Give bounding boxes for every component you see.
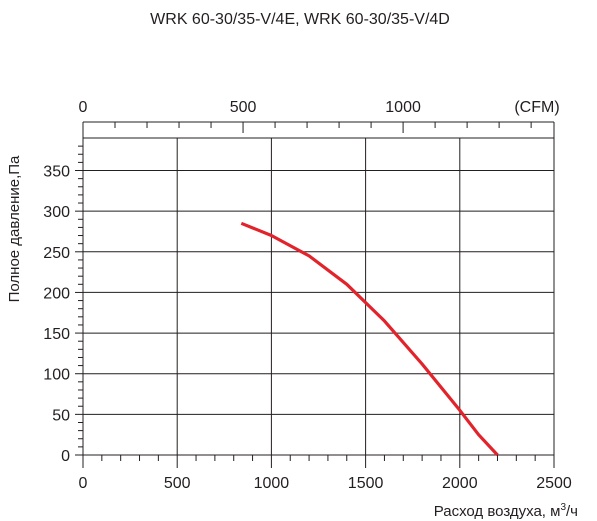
y-tick-label: 50 (52, 407, 70, 424)
cfm-unit-label: (CFM) (514, 99, 559, 116)
series-line (240, 221, 499, 457)
cfm-tick-label: 500 (230, 99, 257, 116)
x-tick-label: 500 (164, 475, 191, 492)
x-axis-title-tail: /ч (566, 503, 578, 520)
y-tick-label: 100 (43, 367, 70, 384)
chart-title: WRK 60-30/35-V/4E, WRK 60-30/35-V/4D (150, 11, 450, 28)
cfm-tick-label: 0 (79, 99, 88, 116)
y-tick-label: 250 (43, 245, 70, 262)
y-tick-label: 200 (43, 285, 70, 302)
y-tick-label: 150 (43, 326, 70, 343)
x-tick-label: 1500 (348, 475, 384, 492)
x-axis-title-main: Расход воздуха, м (434, 503, 561, 520)
y-axis-title: Полное давление,Па (6, 155, 23, 302)
y-tick-label: 300 (43, 204, 70, 221)
cfm-tick-label: 1000 (385, 99, 421, 116)
y-axis: 0 50 100 150 200 250 300 350 (43, 164, 83, 465)
x-tick-label: 2500 (536, 475, 572, 492)
x-tick-label: 2000 (442, 475, 478, 492)
x-axis-title-sup: 3 (560, 502, 566, 513)
x-axis-title: Расход воздуха, м3/ч (434, 502, 578, 520)
x-tick-label: 0 (79, 475, 88, 492)
series-group (240, 221, 499, 457)
y-tick-label: 350 (43, 164, 70, 181)
x-axis: 0 500 1000 1500 2000 2500 (79, 455, 572, 492)
top-cfm-axis: 0 500 1000 (79, 99, 555, 138)
y-tick-label: 0 (61, 448, 70, 465)
x-tick-label: 1000 (254, 475, 290, 492)
grid-lines (82, 137, 555, 456)
minor-ticks (78, 145, 536, 461)
plot-frame (82, 137, 555, 456)
